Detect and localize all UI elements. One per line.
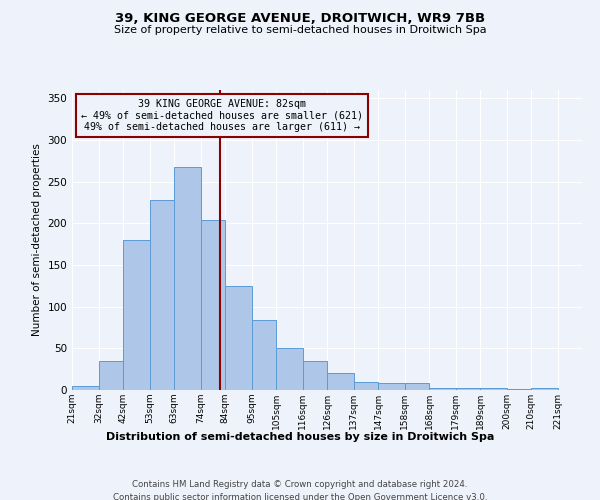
Bar xyxy=(150,200,174,390)
Bar xyxy=(456,388,480,390)
Bar xyxy=(252,320,276,390)
Bar xyxy=(123,240,150,390)
Bar xyxy=(531,388,558,390)
Text: Contains HM Land Registry data © Crown copyright and database right 2024.
Contai: Contains HM Land Registry data © Crown c… xyxy=(113,480,487,500)
Text: 39 KING GEORGE AVENUE: 82sqm
← 49% of semi-detached houses are smaller (621)
49%: 39 KING GEORGE AVENUE: 82sqm ← 49% of se… xyxy=(82,99,364,132)
Bar xyxy=(354,382,378,390)
Bar xyxy=(327,374,354,390)
Bar xyxy=(99,361,123,390)
Bar xyxy=(72,386,99,390)
Bar xyxy=(507,389,531,390)
Bar xyxy=(276,348,303,390)
Bar xyxy=(429,388,456,390)
Bar xyxy=(201,220,225,390)
Bar xyxy=(378,384,405,390)
Bar xyxy=(303,361,327,390)
Text: 39, KING GEORGE AVENUE, DROITWICH, WR9 7BB: 39, KING GEORGE AVENUE, DROITWICH, WR9 7… xyxy=(115,12,485,26)
Text: Distribution of semi-detached houses by size in Droitwich Spa: Distribution of semi-detached houses by … xyxy=(106,432,494,442)
Text: Size of property relative to semi-detached houses in Droitwich Spa: Size of property relative to semi-detach… xyxy=(113,25,487,35)
Bar xyxy=(225,286,252,390)
Bar xyxy=(174,166,201,390)
Y-axis label: Number of semi-detached properties: Number of semi-detached properties xyxy=(32,144,42,336)
Bar xyxy=(405,384,429,390)
Bar xyxy=(480,388,507,390)
